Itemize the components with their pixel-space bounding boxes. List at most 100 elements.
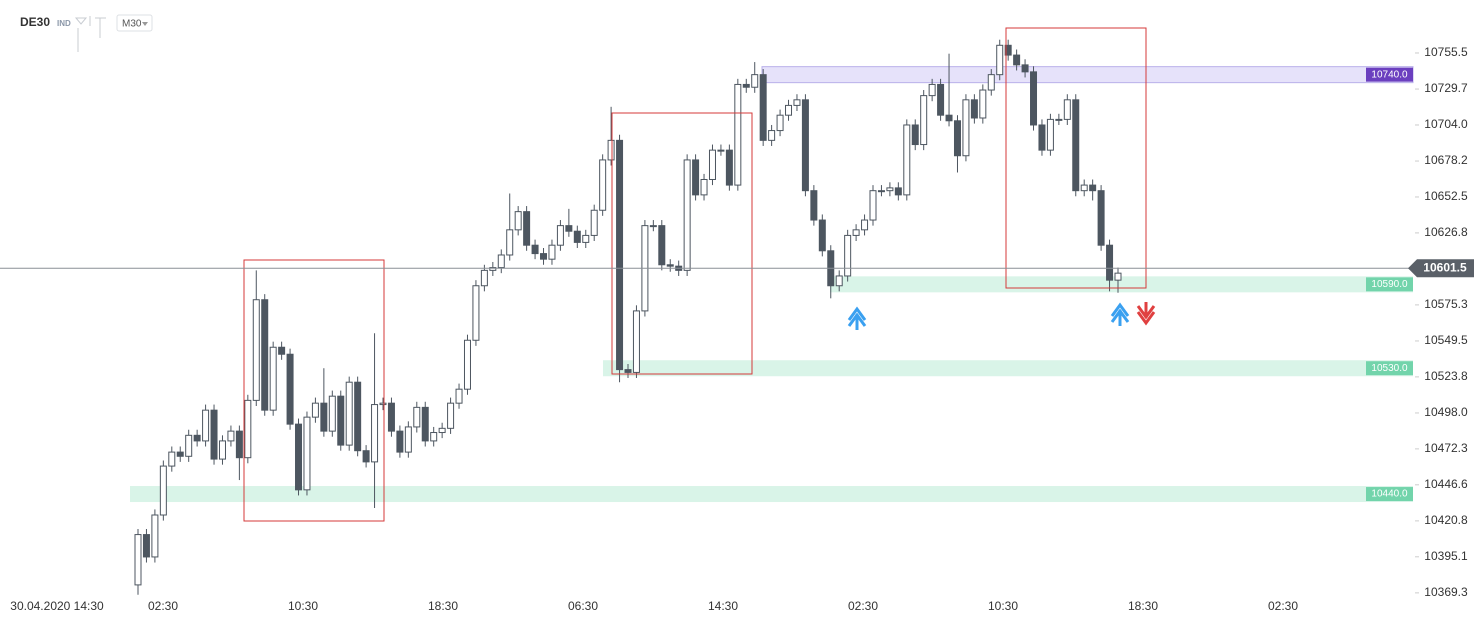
candle-body [404, 426, 412, 453]
candle-body [168, 451, 176, 467]
current-price-box [1408, 259, 1474, 278]
candle-body [894, 187, 902, 196]
candle-body [421, 406, 429, 442]
level-label: 10530.0 [1371, 363, 1408, 374]
candle-body [818, 219, 826, 252]
level-label: 10740.0 [1371, 69, 1408, 80]
candle-body [683, 159, 691, 271]
candle-body [599, 159, 607, 211]
y-tick-label: 10704.0 [1424, 117, 1468, 131]
candle-body [582, 234, 590, 243]
candle-body [1021, 64, 1029, 73]
level-label: 10440.0 [1371, 489, 1408, 500]
candle-body [413, 406, 421, 428]
candle-body [472, 285, 480, 341]
candle-body [1114, 272, 1122, 281]
candle-body [886, 187, 894, 192]
sell-arrow [1136, 302, 1156, 326]
level-zone [130, 486, 1413, 503]
x-tick-label: 02:30 [1268, 599, 1298, 613]
candle-body [945, 114, 953, 122]
candle-body [852, 229, 860, 236]
candle-body [354, 381, 362, 452]
candle-body [1080, 184, 1088, 192]
candle-body [835, 275, 843, 287]
candle-body [337, 395, 345, 446]
candle-body [142, 534, 150, 558]
instrument-type: IND [57, 19, 71, 28]
x-tick-label: 06:30 [568, 599, 598, 613]
candle-body [193, 434, 201, 442]
y-tick-label: 10523.8 [1424, 369, 1468, 383]
y-tick-label: 10446.6 [1424, 477, 1468, 491]
candle-body [387, 402, 395, 432]
highlight-box [243, 259, 385, 522]
candle-body [590, 209, 598, 236]
candle-body [328, 395, 336, 432]
candle-body [734, 83, 742, 186]
candle-body [1055, 118, 1063, 121]
buy-arrow [847, 306, 867, 330]
candle-body [202, 409, 210, 442]
candle-body [844, 234, 852, 277]
candle-body [151, 514, 159, 558]
y-tick-label: 10678.2 [1424, 153, 1468, 167]
candle-body [303, 416, 311, 491]
y-tick-label: 10369.3 [1424, 585, 1468, 599]
level-label-box [1366, 487, 1413, 502]
candle-body [801, 99, 809, 192]
candle-body [624, 369, 632, 373]
candle-body [556, 225, 564, 246]
level-zone [761, 66, 1414, 84]
candle-body [244, 399, 252, 459]
candle-body [371, 404, 379, 463]
highlight-box [1005, 27, 1147, 289]
x-tick-label: 18:30 [428, 599, 458, 613]
candle-body [531, 244, 539, 255]
candle-body [320, 402, 328, 432]
dropdown-icon [142, 22, 148, 26]
candle-body [632, 310, 640, 373]
candle-body [540, 253, 548, 260]
candle-body [573, 230, 581, 243]
level-label-box [1366, 361, 1413, 376]
candle-body [1106, 244, 1114, 281]
candle-body [1030, 71, 1038, 126]
timeframe-button[interactable] [116, 14, 153, 32]
candle-body [218, 440, 226, 460]
candle-body [463, 339, 471, 390]
candle-body [928, 83, 936, 97]
candle-body [455, 388, 463, 404]
candle-body [717, 149, 725, 152]
timeframe[interactable]: M30 [122, 19, 142, 30]
candle-body [920, 95, 928, 146]
candle-body [692, 159, 700, 196]
candle-body [210, 409, 218, 460]
candle-body [506, 229, 514, 256]
plot [134, 39, 1122, 595]
candle-body [658, 225, 666, 266]
candle-body [227, 430, 235, 442]
x-tick-label: 10:30 [988, 599, 1018, 613]
candle-body [759, 74, 767, 141]
candle-body [396, 430, 404, 453]
candle-body [903, 124, 911, 196]
candle-body [785, 104, 793, 116]
candle-body [616, 139, 624, 371]
candle-body [345, 381, 353, 446]
candle-body [497, 254, 505, 269]
candle-body [523, 211, 531, 246]
candle-body [869, 190, 877, 221]
candle-body [295, 423, 303, 491]
highlight-box [611, 112, 753, 375]
candle-body [311, 402, 319, 418]
candle-body [810, 190, 818, 221]
candle-body [607, 139, 615, 161]
candle-body [1089, 184, 1097, 192]
candle-body [751, 74, 759, 88]
candle-body [666, 264, 674, 267]
y-tick-label: 10549.5 [1424, 333, 1468, 347]
y-tick-label: 10729.7 [1424, 81, 1468, 95]
candle-body [911, 124, 919, 146]
candle-body [565, 225, 573, 232]
